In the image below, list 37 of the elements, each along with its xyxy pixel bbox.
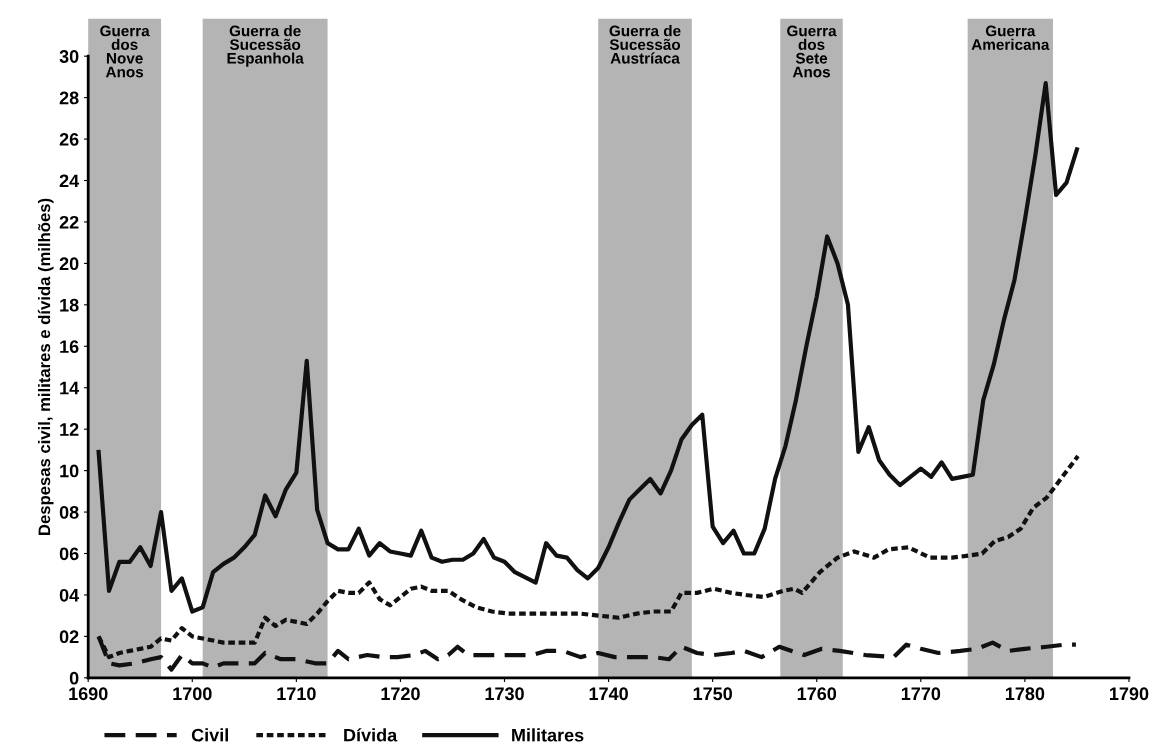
band-label: Guerra Americana: [971, 25, 1050, 50]
y-tick-label: 04: [59, 588, 80, 602]
line-series: [96, 81, 1080, 614]
y-tick-label: 26: [59, 133, 79, 146]
y-tick-label: 20: [59, 257, 79, 271]
legend-label: Dívida: [344, 728, 398, 742]
x-tick-label: 1780: [1005, 687, 1045, 701]
legend-label: Civil: [191, 728, 228, 742]
x-tick-label: 1720: [381, 687, 420, 701]
x-tick-label: 1740: [589, 687, 628, 701]
band-label: Guerra dos Nove Anos: [100, 25, 150, 78]
y-tick-label: 18: [60, 298, 79, 312]
x-tick-label: 1790: [1110, 687, 1149, 701]
y-tick-label: 02: [59, 630, 79, 644]
y-tick-label: 16: [60, 340, 79, 354]
x-tick-label: 1710: [277, 687, 316, 701]
y-tick-label: 24: [59, 174, 80, 188]
x-tick-label: 1770: [901, 687, 941, 701]
band-label: Guerra de Sucessão Austríaca: [609, 25, 681, 64]
y-tick-label: 06: [59, 547, 79, 561]
y-tick-label: 30: [59, 50, 79, 63]
legend-label: Militares: [512, 728, 584, 742]
x-tick-label: 1700: [173, 687, 212, 701]
x-tick-label: 1690: [69, 687, 108, 701]
band-label: Guerra dos Sete Anos: [787, 25, 837, 78]
y-tick-label: 0: [69, 671, 79, 685]
y-tick-label: 08: [59, 506, 79, 519]
y-tick-label: 10: [60, 464, 79, 478]
x-tick-label: 1730: [485, 687, 524, 701]
x-tick-label: 1750: [693, 687, 732, 701]
y-tick-label: 28: [59, 91, 79, 105]
band-label: Guerra de Sucessão Espanhola: [227, 25, 304, 67]
y-tick-label: 14: [60, 381, 80, 395]
x-tick-label: 1760: [797, 687, 837, 701]
y-tick-label: 22: [59, 215, 79, 229]
y-tick-label: 12: [60, 423, 79, 436]
y-axis-title: Despesas civil, militares e dívida (milhões): [37, 198, 54, 535]
